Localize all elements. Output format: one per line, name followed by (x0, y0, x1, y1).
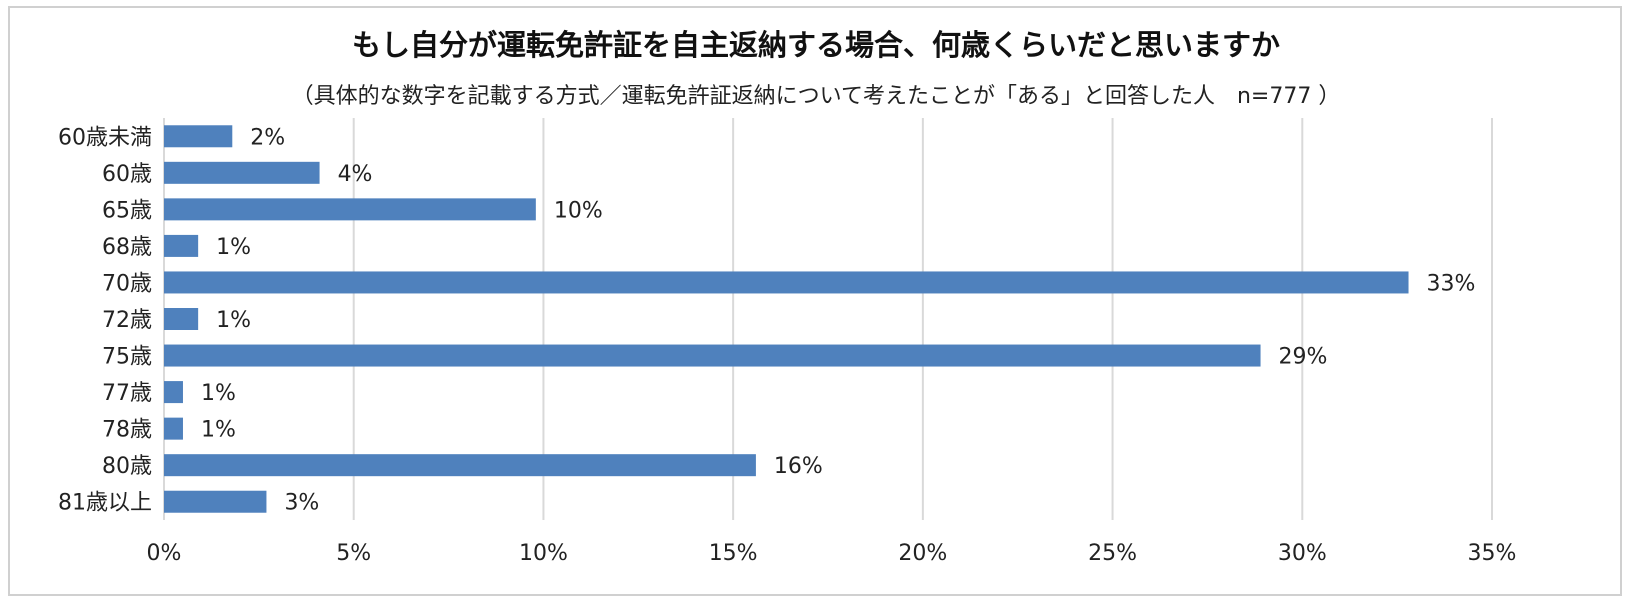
bar (164, 381, 183, 404)
bar (164, 234, 199, 257)
x-tick-label: 20% (898, 541, 947, 566)
bar (164, 490, 267, 513)
data-label: 1% (216, 308, 251, 333)
bar (164, 125, 233, 148)
category-label: 60歳 (102, 162, 152, 187)
category-label: 80歳 (102, 454, 152, 479)
category-label: 81歳以上 (58, 491, 152, 516)
x-tick-label: 30% (1278, 541, 1327, 566)
bar (164, 198, 536, 221)
data-label: 33% (1427, 271, 1476, 296)
bar (164, 271, 1409, 294)
x-tick-label: 5% (336, 541, 371, 566)
data-label: 1% (216, 235, 251, 260)
chart-frame (8, 6, 1622, 596)
chart-subtitle: （具体的な数字を記載する方式／運転免許証返納について考えたことが「ある」と回答し… (291, 84, 1341, 109)
bars (164, 125, 1409, 513)
category-label: 75歳 (102, 345, 152, 370)
x-tick-label: 35% (1468, 541, 1517, 566)
category-label: 68歳 (102, 235, 152, 260)
category-label: 77歳 (102, 381, 152, 406)
bar (164, 454, 756, 477)
data-label: 29% (1279, 345, 1328, 370)
bar (164, 417, 183, 440)
category-label: 60歳未満 (58, 125, 152, 150)
x-tick-labels: 0% 5% 10% 15% 20% 25% 30% 35% (147, 541, 1517, 566)
data-label: 16% (774, 454, 823, 479)
chart-title: もし自分が運転免許証を自主返納する場合、何歳くらいだと思いますか (351, 28, 1280, 62)
data-labels: 2% 4% 10% 1% 33% 1% 29% 1% 1% 16% 3% (201, 125, 1475, 515)
category-label: 65歳 (102, 198, 152, 223)
x-tick-label: 10% (519, 541, 568, 566)
category-label: 78歳 (102, 418, 152, 443)
bar (164, 308, 199, 330)
bar (164, 344, 1261, 367)
data-label: 10% (554, 198, 603, 223)
category-label: 70歳 (102, 271, 152, 296)
data-label: 2% (250, 125, 285, 150)
data-label: 1% (201, 381, 236, 406)
gridlines (163, 118, 1493, 520)
data-label: 3% (284, 491, 319, 516)
bar (164, 161, 320, 184)
category-labels: 60歳未満 60歳 65歳 68歳 70歳 72歳 75歳 77歳 78歳 80歳 81歳以上 (58, 125, 152, 515)
x-tick-label: 15% (709, 541, 758, 566)
x-tick-label: 0% (147, 541, 182, 566)
data-label: 4% (338, 162, 373, 187)
data-label: 1% (201, 418, 236, 443)
category-label: 72歳 (102, 308, 152, 333)
x-tick-label: 25% (1088, 541, 1137, 566)
